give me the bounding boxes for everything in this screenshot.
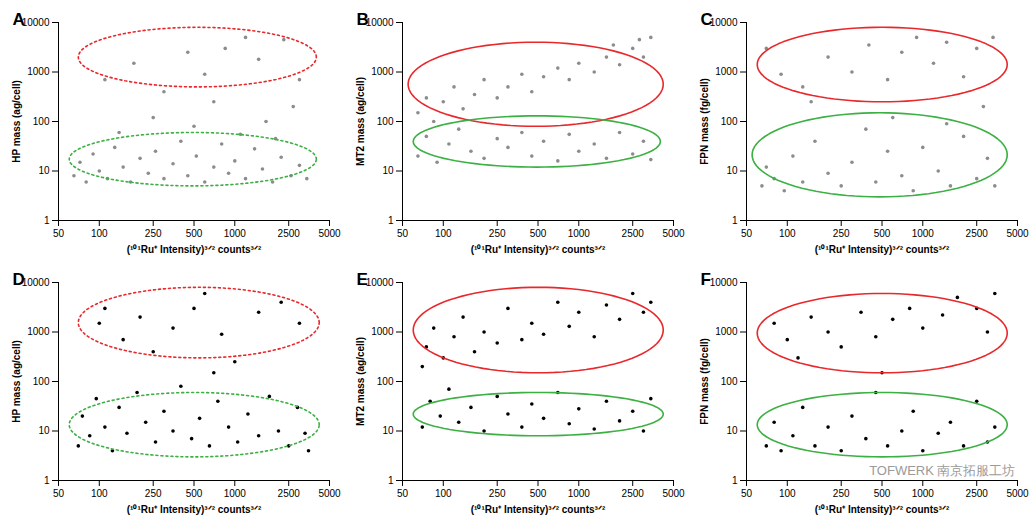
svg-text:2500: 2500 (622, 488, 645, 499)
svg-text:500: 500 (874, 228, 891, 239)
svg-text:10000: 10000 (22, 17, 50, 28)
svg-text:1000: 1000 (715, 66, 738, 77)
svg-text:100: 100 (377, 116, 394, 127)
svg-text:250: 250 (489, 488, 506, 499)
svg-text:50: 50 (741, 228, 753, 239)
svg-text:10000: 10000 (366, 277, 394, 288)
svg-text:250: 250 (833, 488, 850, 499)
svg-text:(¹⁰¹Ru⁺ Intensity)³ᐟ² counts³ᐟ: (¹⁰¹Ru⁺ Intensity)³ᐟ² counts³ᐟ² (471, 244, 606, 255)
svg-text:50: 50 (53, 488, 65, 499)
svg-text:5000: 5000 (318, 488, 341, 499)
svg-text:1000: 1000 (27, 326, 50, 337)
svg-text:A: A (13, 10, 25, 29)
svg-text:10: 10 (382, 165, 394, 176)
svg-text:1000: 1000 (371, 66, 394, 77)
svg-text:1: 1 (388, 475, 394, 486)
svg-text:500: 500 (530, 488, 547, 499)
svg-text:(¹⁰¹Ru⁺ Intensity)³ᐟ² counts³ᐟ: (¹⁰¹Ru⁺ Intensity)³ᐟ² counts³ᐟ² (815, 504, 950, 515)
svg-text:100: 100 (779, 228, 796, 239)
svg-text:2500: 2500 (278, 228, 301, 239)
svg-text:10000: 10000 (366, 17, 394, 28)
svg-text:100: 100 (721, 376, 738, 387)
svg-text:FPN mass (fg/cell): FPN mass (fg/cell) (699, 78, 710, 165)
svg-text:2500: 2500 (966, 228, 989, 239)
svg-text:1: 1 (44, 475, 50, 486)
svg-text:TOFWERK 南京拓服工坊: TOFWERK 南京拓服工坊 (869, 463, 1015, 478)
svg-text:50: 50 (53, 228, 65, 239)
svg-text:1000: 1000 (568, 228, 591, 239)
svg-text:10: 10 (726, 425, 738, 436)
svg-text:2500: 2500 (966, 488, 989, 499)
svg-text:10: 10 (38, 425, 50, 436)
svg-text:(¹⁰¹Ru⁺ Intensity)³ᐟ² counts³ᐟ: (¹⁰¹Ru⁺ Intensity)³ᐟ² counts³ᐟ² (815, 244, 950, 255)
svg-text:10000: 10000 (710, 17, 738, 28)
svg-text:10000: 10000 (22, 277, 50, 288)
svg-text:1000: 1000 (27, 66, 50, 77)
svg-text:5000: 5000 (1006, 228, 1029, 239)
svg-text:100: 100 (91, 228, 108, 239)
svg-text:MT2 mass (ag/cell): MT2 mass (ag/cell) (355, 77, 366, 166)
svg-text:250: 250 (833, 228, 850, 239)
svg-text:500: 500 (186, 488, 203, 499)
svg-text:500: 500 (530, 228, 547, 239)
svg-text:1000: 1000 (224, 488, 247, 499)
svg-text:500: 500 (874, 488, 891, 499)
svg-text:HP mass (ag/cell): HP mass (ag/cell) (11, 80, 22, 163)
svg-text:1000: 1000 (371, 326, 394, 337)
svg-text:5000: 5000 (1006, 488, 1029, 499)
svg-text:10000: 10000 (710, 277, 738, 288)
svg-text:10: 10 (726, 165, 738, 176)
svg-text:250: 250 (145, 488, 162, 499)
svg-text:(¹⁰¹Ru⁺ Intensity)³ᐟ² counts³ᐟ: (¹⁰¹Ru⁺ Intensity)³ᐟ² counts³ᐟ² (471, 504, 606, 515)
svg-text:(¹⁰¹Ru⁺ Intensity)³ᐟ² counts³ᐟ: (¹⁰¹Ru⁺ Intensity)³ᐟ² counts³ᐟ² (127, 504, 262, 515)
svg-text:100: 100 (721, 116, 738, 127)
svg-text:100: 100 (33, 116, 50, 127)
svg-text:HP mass (ag/cell): HP mass (ag/cell) (11, 340, 22, 423)
svg-text:100: 100 (377, 376, 394, 387)
svg-text:1000: 1000 (912, 228, 935, 239)
svg-text:B: B (357, 10, 369, 29)
svg-text:2500: 2500 (278, 488, 301, 499)
svg-text:100: 100 (435, 228, 452, 239)
svg-text:MT2 mass (ag/cell): MT2 mass (ag/cell) (355, 337, 366, 426)
svg-text:1000: 1000 (912, 488, 935, 499)
svg-text:1000: 1000 (224, 228, 247, 239)
svg-text:1000: 1000 (568, 488, 591, 499)
svg-text:250: 250 (489, 228, 506, 239)
svg-text:100: 100 (91, 488, 108, 499)
svg-text:1: 1 (388, 215, 394, 226)
svg-text:100: 100 (435, 488, 452, 499)
svg-text:250: 250 (145, 228, 162, 239)
svg-text:5000: 5000 (662, 228, 685, 239)
svg-text:10: 10 (382, 425, 394, 436)
svg-text:10: 10 (38, 165, 50, 176)
svg-text:2500: 2500 (622, 228, 645, 239)
svg-text:1: 1 (732, 475, 738, 486)
svg-text:500: 500 (186, 228, 203, 239)
svg-text:50: 50 (397, 228, 409, 239)
svg-text:FPN mass (fg/cell): FPN mass (fg/cell) (699, 338, 710, 425)
svg-text:C: C (701, 10, 713, 29)
svg-text:D: D (13, 270, 25, 289)
svg-text:F: F (701, 270, 711, 289)
svg-text:1000: 1000 (715, 326, 738, 337)
svg-text:50: 50 (741, 488, 753, 499)
svg-text:100: 100 (779, 488, 796, 499)
svg-text:100: 100 (33, 376, 50, 387)
svg-text:1: 1 (44, 215, 50, 226)
svg-text:(¹⁰¹Ru⁺ Intensity)³ᐟ² counts³ᐟ: (¹⁰¹Ru⁺ Intensity)³ᐟ² counts³ᐟ² (127, 244, 262, 255)
svg-text:50: 50 (397, 488, 409, 499)
svg-text:5000: 5000 (662, 488, 685, 499)
svg-text:E: E (357, 270, 368, 289)
svg-text:5000: 5000 (318, 228, 341, 239)
svg-text:1: 1 (732, 215, 738, 226)
